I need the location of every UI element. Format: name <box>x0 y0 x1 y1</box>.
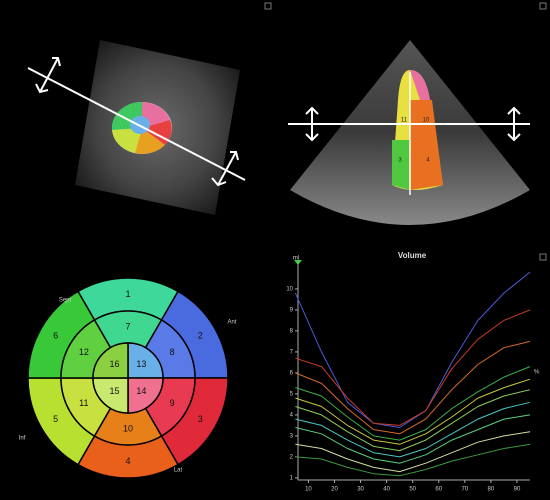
segment-label: 6 <box>53 331 58 341</box>
x-tick-label: 80 <box>488 487 495 493</box>
y-tick-label: 3 <box>290 433 294 439</box>
x-tick-label: 30 <box>357 487 364 493</box>
segment-label: 7 <box>125 321 130 331</box>
x-tick-label: 10 <box>305 487 312 493</box>
segment-label: 9 <box>170 398 175 408</box>
wall-label: Lat <box>174 468 183 474</box>
x-tick-label: 90 <box>514 487 521 493</box>
y-tick-label: 7 <box>290 349 294 355</box>
segment-label: 5 <box>53 414 58 424</box>
y-tick-label: 10 <box>286 286 293 292</box>
segment-label: 13 <box>136 359 146 369</box>
segment-label: 8 <box>170 347 175 357</box>
segment-label: 16 <box>110 359 120 369</box>
x-tick-label: 60 <box>435 487 442 493</box>
y-tick-label: 8 <box>290 328 294 334</box>
panel-button[interactable] <box>539 253 547 261</box>
volume-curve <box>295 401 531 458</box>
x-tick-label: 50 <box>409 487 416 493</box>
segment-label: 3 <box>198 414 203 424</box>
echo-segment-label: 10 <box>423 118 430 124</box>
apical-view: 11 10 3 4 Volume <box>288 40 530 260</box>
volume-curve <box>295 389 531 452</box>
echo-segment-label: 4 <box>426 158 430 164</box>
segment-label: 11 <box>79 398 88 408</box>
segment-label: 12 <box>79 347 89 357</box>
y-tick-label: 6 <box>290 370 294 376</box>
segment-label: 1 <box>125 289 130 299</box>
segment-label: 2 <box>198 331 203 341</box>
volume-curve <box>295 431 531 473</box>
volume-curve <box>295 414 531 464</box>
volume-curve <box>295 443 531 477</box>
x-tick-label: 40 <box>383 487 390 493</box>
segment-label: 10 <box>123 423 133 433</box>
segment-label: 15 <box>110 386 120 396</box>
wall-label: Ant <box>227 320 236 326</box>
y-tick-label: 1 <box>290 475 294 481</box>
x-tick-label: 70 <box>461 487 468 493</box>
volume-curve <box>295 309 531 426</box>
volume-curve <box>295 366 531 441</box>
y-tick-label: 2 <box>290 454 294 460</box>
segment-label: 4 <box>125 456 130 466</box>
wall-label: Sept <box>59 298 72 304</box>
volume-curve <box>295 340 531 435</box>
x-tick-label: 20 <box>331 487 338 493</box>
volume-curve <box>295 378 531 445</box>
short-axis-view <box>27 40 246 215</box>
panel-button[interactable] <box>264 2 272 10</box>
view-label: Volume <box>398 251 427 260</box>
y-unit: ml <box>293 256 299 262</box>
x-unit: % <box>534 370 540 376</box>
y-tick-label: 5 <box>290 391 294 397</box>
echo-segment-label: 3 <box>398 158 402 164</box>
echo-segment-label: 11 <box>401 118 408 124</box>
volume-curve <box>294 271 531 428</box>
wall-label: Inf <box>19 436 26 442</box>
y-tick-label: 9 <box>290 307 294 313</box>
axis-icon <box>294 260 302 265</box>
segment <box>92 342 129 379</box>
y-tick-label: 4 <box>290 412 294 418</box>
panel-button[interactable] <box>539 2 547 10</box>
volume-chart: 1 2 3 4 5 6 7 8 9 10 10 20 30 40 50 60 70 80 90 ml% <box>286 256 540 493</box>
segment-label: 14 <box>136 386 146 396</box>
